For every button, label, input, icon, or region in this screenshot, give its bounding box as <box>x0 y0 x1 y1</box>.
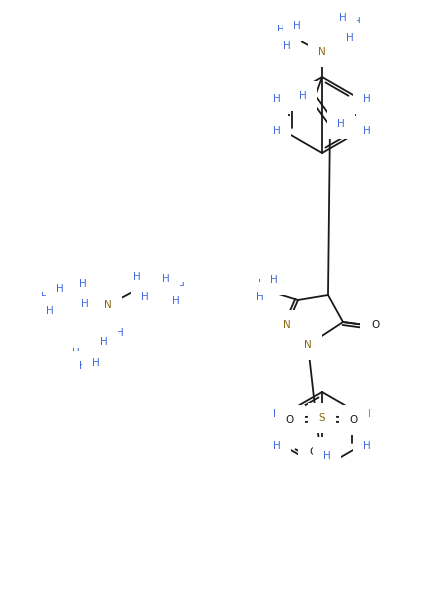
Text: N: N <box>283 320 291 330</box>
Text: H: H <box>299 91 307 101</box>
Text: H: H <box>339 13 347 23</box>
Text: H: H <box>323 451 331 461</box>
Text: O: O <box>371 320 379 330</box>
Text: H: H <box>363 409 371 419</box>
Text: N: N <box>104 300 112 310</box>
Text: H: H <box>46 306 54 316</box>
Text: O: O <box>350 415 358 425</box>
Text: H: H <box>72 348 80 358</box>
Text: H: H <box>133 272 141 282</box>
Text: H: H <box>273 94 281 104</box>
Text: H: H <box>177 282 185 292</box>
Text: H: H <box>56 284 64 294</box>
Text: H: H <box>79 361 87 371</box>
Text: H: H <box>363 441 371 451</box>
Text: H: H <box>79 279 87 289</box>
Text: H: H <box>277 25 285 35</box>
Text: H: H <box>81 299 89 309</box>
Text: H: H <box>162 274 170 284</box>
Text: H: H <box>116 328 124 338</box>
Text: H: H <box>256 292 264 302</box>
Text: H: H <box>283 41 291 51</box>
Text: H: H <box>353 17 361 27</box>
Text: H: H <box>273 126 281 136</box>
Text: H: H <box>346 33 354 43</box>
Text: H: H <box>92 358 100 368</box>
Text: H: H <box>273 409 281 419</box>
Text: H: H <box>337 119 345 129</box>
Text: N: N <box>304 340 312 350</box>
Text: H: H <box>363 94 371 104</box>
Text: H: H <box>172 296 180 306</box>
Text: H: H <box>258 279 266 289</box>
Text: H: H <box>100 337 108 347</box>
Text: H: H <box>141 292 149 302</box>
Text: N: N <box>318 47 326 57</box>
Text: O: O <box>286 415 294 425</box>
Text: S: S <box>319 413 325 423</box>
Text: H: H <box>363 126 371 136</box>
Text: H: H <box>270 275 278 285</box>
Text: H: H <box>273 441 281 451</box>
Text: H: H <box>293 21 301 31</box>
Text: H: H <box>41 292 49 302</box>
Text: O: O <box>309 447 317 457</box>
